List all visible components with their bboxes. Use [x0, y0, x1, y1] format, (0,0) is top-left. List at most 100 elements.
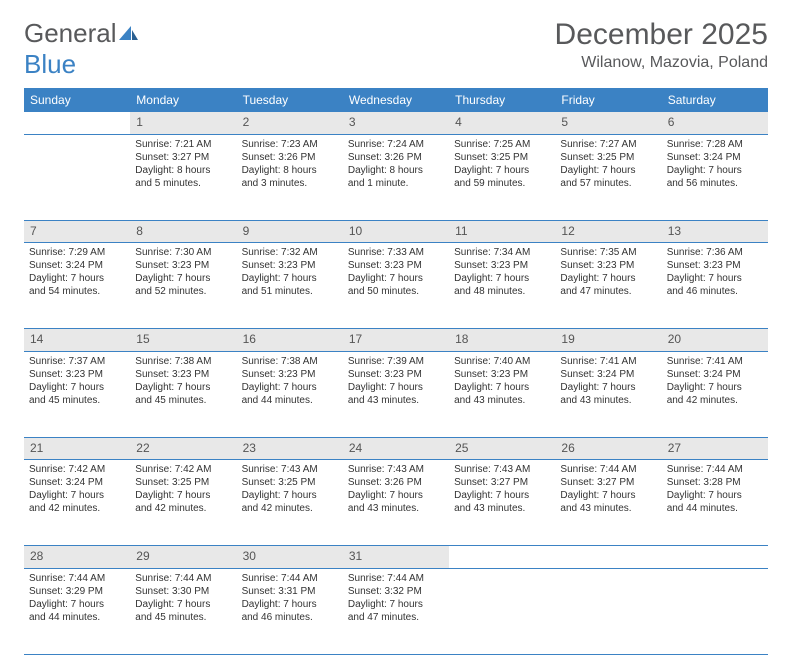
cell-line: Daylight: 7 hours	[242, 598, 338, 611]
day-number	[662, 546, 768, 569]
cell-line: Daylight: 7 hours	[454, 489, 550, 502]
cell-line: Daylight: 7 hours	[454, 164, 550, 177]
weekday-header-row: SundayMondayTuesdayWednesdayThursdayFrid…	[24, 88, 768, 112]
cell-line: Sunrise: 7:43 AM	[242, 463, 338, 476]
weekday-header: Wednesday	[343, 88, 449, 112]
cell-line: and 57 minutes.	[560, 177, 656, 190]
logo-word1: General	[24, 18, 117, 48]
cell-line: Sunset: 3:23 PM	[348, 368, 444, 381]
cell-line: Daylight: 7 hours	[135, 489, 231, 502]
day-number: 19	[555, 329, 661, 352]
cell-line: Daylight: 8 hours	[348, 164, 444, 177]
cell-line: Sunrise: 7:33 AM	[348, 246, 444, 259]
week-row: Sunrise: 7:42 AMSunset: 3:24 PMDaylight:…	[24, 460, 768, 546]
cell-line: and 44 minutes.	[667, 502, 763, 515]
day-number: 1	[130, 112, 236, 134]
day-cell: Sunrise: 7:37 AMSunset: 3:23 PMDaylight:…	[24, 351, 130, 437]
cell-line: Sunset: 3:24 PM	[667, 368, 763, 381]
cell-line: and 43 minutes.	[348, 502, 444, 515]
cell-line: Sunset: 3:32 PM	[348, 585, 444, 598]
day-number-row: 28293031	[24, 546, 768, 569]
cell-line: Sunset: 3:27 PM	[135, 151, 231, 164]
day-number: 15	[130, 329, 236, 352]
cell-line: and 43 minutes.	[348, 394, 444, 407]
day-cell: Sunrise: 7:36 AMSunset: 3:23 PMDaylight:…	[662, 243, 768, 329]
weekday-header: Monday	[130, 88, 236, 112]
cell-line: Sunrise: 7:44 AM	[667, 463, 763, 476]
day-number: 5	[555, 112, 661, 134]
logo-text: GeneralBlue	[24, 18, 139, 80]
day-number	[449, 546, 555, 569]
logo-word2: Blue	[24, 49, 76, 79]
day-cell: Sunrise: 7:30 AMSunset: 3:23 PMDaylight:…	[130, 243, 236, 329]
cell-line: Sunrise: 7:38 AM	[242, 355, 338, 368]
day-cell: Sunrise: 7:44 AMSunset: 3:31 PMDaylight:…	[237, 568, 343, 654]
day-number: 3	[343, 112, 449, 134]
cell-line: Sunset: 3:23 PM	[135, 259, 231, 272]
logo: GeneralBlue	[24, 18, 139, 80]
weekday-header: Sunday	[24, 88, 130, 112]
day-cell: Sunrise: 7:40 AMSunset: 3:23 PMDaylight:…	[449, 351, 555, 437]
day-number-row: 14151617181920	[24, 329, 768, 352]
cell-line: and 45 minutes.	[135, 394, 231, 407]
day-number: 10	[343, 220, 449, 243]
week-row: Sunrise: 7:29 AMSunset: 3:24 PMDaylight:…	[24, 243, 768, 329]
cell-line: and 43 minutes.	[560, 394, 656, 407]
day-number: 23	[237, 437, 343, 460]
day-cell	[449, 568, 555, 654]
day-cell: Sunrise: 7:23 AMSunset: 3:26 PMDaylight:…	[237, 134, 343, 220]
day-cell: Sunrise: 7:33 AMSunset: 3:23 PMDaylight:…	[343, 243, 449, 329]
day-number: 29	[130, 546, 236, 569]
cell-line: Sunset: 3:23 PM	[454, 368, 550, 381]
cell-line: and 50 minutes.	[348, 285, 444, 298]
cell-line: Daylight: 7 hours	[348, 272, 444, 285]
day-number	[555, 546, 661, 569]
cell-line: Daylight: 7 hours	[560, 164, 656, 177]
cell-line: Sunrise: 7:27 AM	[560, 138, 656, 151]
cell-line: Sunset: 3:23 PM	[454, 259, 550, 272]
day-cell: Sunrise: 7:42 AMSunset: 3:25 PMDaylight:…	[130, 460, 236, 546]
cell-line: Sunset: 3:24 PM	[667, 151, 763, 164]
weekday-header: Saturday	[662, 88, 768, 112]
day-number: 13	[662, 220, 768, 243]
cell-line: Sunset: 3:23 PM	[135, 368, 231, 381]
cell-line: Sunset: 3:24 PM	[560, 368, 656, 381]
cell-line: and 43 minutes.	[560, 502, 656, 515]
cell-line: Daylight: 8 hours	[135, 164, 231, 177]
cell-line: and 43 minutes.	[454, 502, 550, 515]
cell-line: Sunrise: 7:36 AM	[667, 246, 763, 259]
cell-line: Daylight: 7 hours	[29, 598, 125, 611]
cell-line: and 42 minutes.	[135, 502, 231, 515]
day-cell	[555, 568, 661, 654]
cell-line: Sunrise: 7:44 AM	[29, 572, 125, 585]
day-cell: Sunrise: 7:27 AMSunset: 3:25 PMDaylight:…	[555, 134, 661, 220]
day-cell: Sunrise: 7:39 AMSunset: 3:23 PMDaylight:…	[343, 351, 449, 437]
cell-line: Sunrise: 7:23 AM	[242, 138, 338, 151]
day-cell: Sunrise: 7:44 AMSunset: 3:29 PMDaylight:…	[24, 568, 130, 654]
day-cell: Sunrise: 7:38 AMSunset: 3:23 PMDaylight:…	[130, 351, 236, 437]
day-number: 24	[343, 437, 449, 460]
cell-line: Sunset: 3:29 PM	[29, 585, 125, 598]
day-number: 12	[555, 220, 661, 243]
cell-line: and 54 minutes.	[29, 285, 125, 298]
cell-line: and 56 minutes.	[667, 177, 763, 190]
weekday-header: Friday	[555, 88, 661, 112]
day-number-row: 123456	[24, 112, 768, 134]
weekday-header: Thursday	[449, 88, 555, 112]
day-number: 31	[343, 546, 449, 569]
cell-line: Sunset: 3:23 PM	[29, 368, 125, 381]
day-number: 22	[130, 437, 236, 460]
day-cell: Sunrise: 7:25 AMSunset: 3:25 PMDaylight:…	[449, 134, 555, 220]
day-number: 17	[343, 329, 449, 352]
cell-line: Sunset: 3:25 PM	[454, 151, 550, 164]
cell-line: Sunset: 3:23 PM	[348, 259, 444, 272]
day-number: 4	[449, 112, 555, 134]
cell-line: Sunrise: 7:38 AM	[135, 355, 231, 368]
cell-line: and 46 minutes.	[667, 285, 763, 298]
cell-line: and 42 minutes.	[667, 394, 763, 407]
day-number: 30	[237, 546, 343, 569]
cell-line: Daylight: 7 hours	[242, 381, 338, 394]
cell-line: Sunset: 3:26 PM	[242, 151, 338, 164]
cell-line: Sunrise: 7:32 AM	[242, 246, 338, 259]
cell-line: Sunrise: 7:44 AM	[348, 572, 444, 585]
